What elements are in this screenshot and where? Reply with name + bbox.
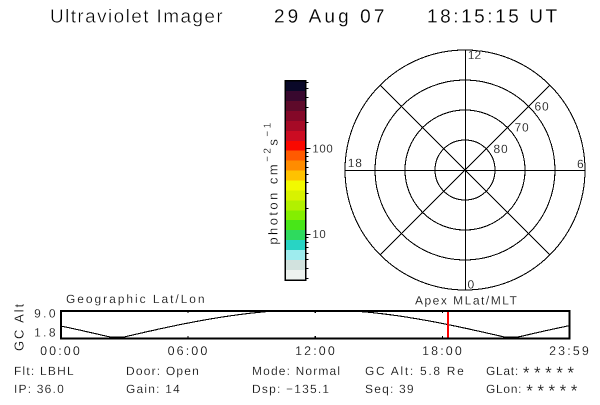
- svg-text:80: 80: [494, 142, 509, 156]
- svg-text:29 Aug 07: 29 Aug 07: [274, 6, 387, 27]
- svg-text:1.8: 1.8: [34, 326, 58, 340]
- svg-text:10: 10: [312, 229, 326, 241]
- svg-text:9.0: 9.0: [34, 307, 58, 321]
- svg-text:Seq: 39: Seq: 39: [365, 382, 415, 396]
- svg-text:Door: Open: Door: Open: [126, 364, 200, 378]
- svg-text:23:59: 23:59: [549, 344, 591, 358]
- svg-text:IP: 36.0: IP: 36.0: [14, 382, 65, 396]
- svg-text:photon cm−2s−1: photon cm−2s−1: [263, 120, 281, 244]
- svg-text:Dsp: −135.1: Dsp: −135.1: [252, 382, 330, 396]
- svg-text:18: 18: [348, 156, 363, 170]
- svg-text:GLon: *****: GLon: *****: [486, 382, 582, 401]
- svg-text:GC Alt: GC Alt: [12, 302, 27, 351]
- svg-text:100: 100: [312, 143, 333, 155]
- svg-text:GC Alt: 5.8 Re: GC Alt: 5.8 Re: [365, 364, 466, 378]
- svg-text:70: 70: [515, 121, 530, 135]
- svg-text:00:00: 00:00: [40, 344, 82, 358]
- svg-text:Gain: 14: Gain: 14: [126, 382, 181, 396]
- svg-text:Mode: Normal: Mode: Normal: [252, 364, 341, 378]
- svg-text:12: 12: [468, 48, 482, 62]
- svg-text:0: 0: [468, 278, 475, 292]
- svg-text:06:00: 06:00: [168, 344, 210, 358]
- svg-text:GLat: *****: GLat: *****: [486, 364, 578, 383]
- svg-text:Ultraviolet Imager: Ultraviolet Imager: [50, 6, 224, 27]
- svg-text:12:00: 12:00: [295, 344, 337, 358]
- svg-text:60: 60: [535, 100, 550, 114]
- svg-text:18:00: 18:00: [422, 344, 464, 358]
- svg-text:6: 6: [577, 157, 584, 171]
- svg-text:18:15:15 UT: 18:15:15 UT: [427, 6, 560, 27]
- svg-text:Geographic Lat/Lon: Geographic Lat/Lon: [66, 292, 207, 306]
- svg-text:Apex MLat/MLT: Apex MLat/MLT: [415, 294, 518, 308]
- svg-text:Flt: LBHL: Flt: LBHL: [14, 364, 75, 378]
